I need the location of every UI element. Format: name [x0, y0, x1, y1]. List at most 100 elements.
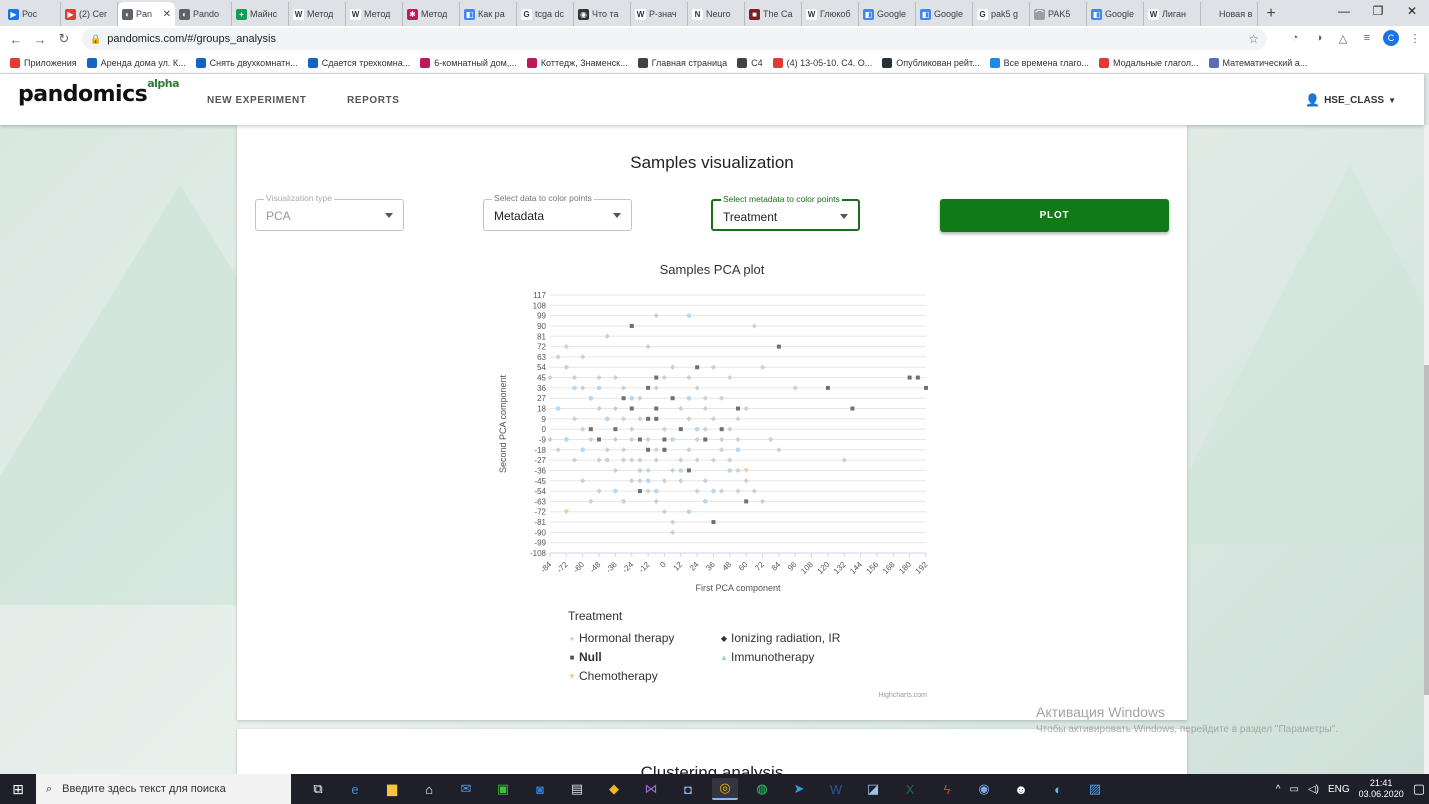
data-point[interactable] — [686, 416, 692, 422]
bookmark-item[interactable]: Все времена глаго... — [989, 57, 1089, 68]
data-point[interactable] — [743, 468, 749, 474]
data-point[interactable] — [637, 457, 643, 463]
data-point[interactable] — [703, 437, 708, 442]
app-icon[interactable]: ▣ — [496, 781, 510, 796]
data-point[interactable] — [596, 488, 602, 494]
data-point[interactable] — [695, 365, 700, 370]
data-point[interactable] — [678, 468, 684, 473]
browser-tab[interactable]: ◧ Google — [916, 2, 973, 26]
browser-tab[interactable]: ◧ Как ра — [460, 2, 517, 26]
data-point[interactable] — [646, 447, 651, 452]
edge-icon[interactable]: e — [351, 781, 359, 797]
data-point[interactable] — [686, 313, 692, 318]
data-point[interactable] — [621, 499, 626, 504]
data-point[interactable] — [547, 374, 553, 381]
data-point[interactable] — [629, 323, 634, 328]
legend-item[interactable]: ● Hormonal therapy — [568, 631, 720, 645]
visual-studio-icon[interactable]: ⋈ — [644, 781, 658, 796]
data-point[interactable] — [637, 395, 643, 401]
browser-tab[interactable]: ◐ Pan ✕ — [118, 2, 175, 26]
data-point[interactable] — [580, 447, 585, 453]
minimize-icon[interactable]: — — [1338, 4, 1350, 18]
user-menu[interactable]: 👤 HSE_CLASS ▼ — [1305, 93, 1396, 107]
data-point[interactable] — [694, 488, 700, 494]
data-point[interactable] — [653, 447, 659, 453]
bookmark-item[interactable]: Коттедж, Знаменск... — [526, 57, 628, 68]
close-window-icon[interactable]: ✕ — [1406, 4, 1418, 18]
reading-list-icon[interactable]: ≡ — [1363, 32, 1371, 44]
data-point[interactable] — [924, 385, 928, 390]
data-point[interactable] — [645, 344, 651, 350]
data-point[interactable] — [662, 437, 667, 442]
page-scrollbar[interactable] — [1424, 125, 1429, 774]
browser-tab[interactable]: ◐ Pando — [175, 2, 232, 26]
data-point[interactable] — [613, 488, 618, 494]
data-point[interactable] — [629, 478, 635, 484]
data-point[interactable] — [719, 427, 724, 432]
data-point[interactable] — [621, 396, 626, 401]
data-point[interactable] — [580, 426, 586, 432]
data-point[interactable] — [735, 488, 741, 494]
color-metadata-select[interactable]: Select metadata to color points Treatmen… — [711, 194, 860, 231]
word-icon[interactable]: W — [829, 781, 843, 797]
data-point[interactable] — [555, 406, 561, 411]
data-point[interactable] — [702, 405, 708, 412]
volume-icon[interactable]: ◁) — [1307, 783, 1319, 795]
data-point[interactable] — [596, 405, 602, 412]
data-point[interactable] — [661, 478, 668, 484]
new-tab-button[interactable]: + — [1266, 5, 1276, 22]
data-point[interactable] — [735, 467, 741, 474]
language-indicator[interactable]: ENG — [1327, 783, 1350, 795]
data-point[interactable] — [694, 385, 700, 391]
data-point[interactable] — [727, 374, 733, 381]
data-point[interactable] — [620, 457, 627, 463]
data-point[interactable] — [686, 468, 691, 473]
data-point[interactable] — [792, 385, 798, 391]
data-point[interactable] — [563, 509, 569, 515]
data-point[interactable] — [580, 354, 586, 360]
data-point[interactable] — [825, 385, 830, 390]
data-point[interactable] — [735, 416, 741, 422]
data-point[interactable] — [727, 457, 733, 463]
data-point[interactable] — [604, 333, 610, 339]
data-point[interactable] — [727, 468, 733, 473]
nav-new-experiment[interactable]: NEW EXPERIMENT — [207, 95, 307, 106]
notifications-icon[interactable]: ▢ — [1412, 781, 1425, 796]
data-point[interactable] — [637, 489, 642, 494]
data-point[interactable] — [588, 427, 593, 432]
data-point[interactable] — [662, 447, 667, 452]
bookmark-item[interactable]: Аренда дома ул. К... — [86, 57, 186, 68]
browser-tab[interactable]: Новая вкл — [1201, 2, 1258, 26]
data-point[interactable] — [620, 447, 627, 453]
browser-tab[interactable]: ⌒ PAK5 — [1030, 2, 1087, 26]
browser-tab[interactable]: W Р-знач — [631, 2, 688, 26]
data-point[interactable] — [637, 468, 643, 473]
data-point[interactable] — [612, 374, 618, 381]
data-point[interactable] — [645, 478, 651, 484]
data-point[interactable] — [678, 427, 683, 432]
app-icon[interactable]: ◉ — [978, 781, 990, 796]
app-icon[interactable]: ▤ — [570, 781, 584, 796]
data-point[interactable] — [670, 437, 675, 442]
data-point[interactable] — [637, 437, 642, 442]
data-point[interactable] — [915, 375, 920, 380]
data-point[interactable] — [654, 406, 659, 411]
app-logo[interactable]: pandomicsalpha — [18, 77, 180, 107]
data-point[interactable] — [604, 447, 610, 453]
data-point[interactable] — [776, 447, 782, 453]
bookmark-item[interactable]: Приложения — [10, 57, 77, 68]
data-point[interactable] — [736, 406, 740, 411]
data-point[interactable] — [710, 416, 717, 422]
bookmark-item[interactable]: Сдается трехкомна... — [307, 57, 410, 68]
data-point[interactable] — [751, 323, 757, 329]
data-point[interactable] — [597, 437, 602, 442]
color-data-select[interactable]: Select data to color points Metadata — [483, 193, 632, 231]
data-point[interactable] — [710, 457, 717, 463]
app-icon[interactable]: ϟ — [943, 781, 951, 797]
browser-tab[interactable]: + Майнс — [232, 2, 289, 26]
data-point[interactable] — [645, 488, 651, 494]
data-point[interactable] — [612, 436, 618, 443]
browser-tab[interactable]: ◧ Google — [859, 2, 916, 26]
